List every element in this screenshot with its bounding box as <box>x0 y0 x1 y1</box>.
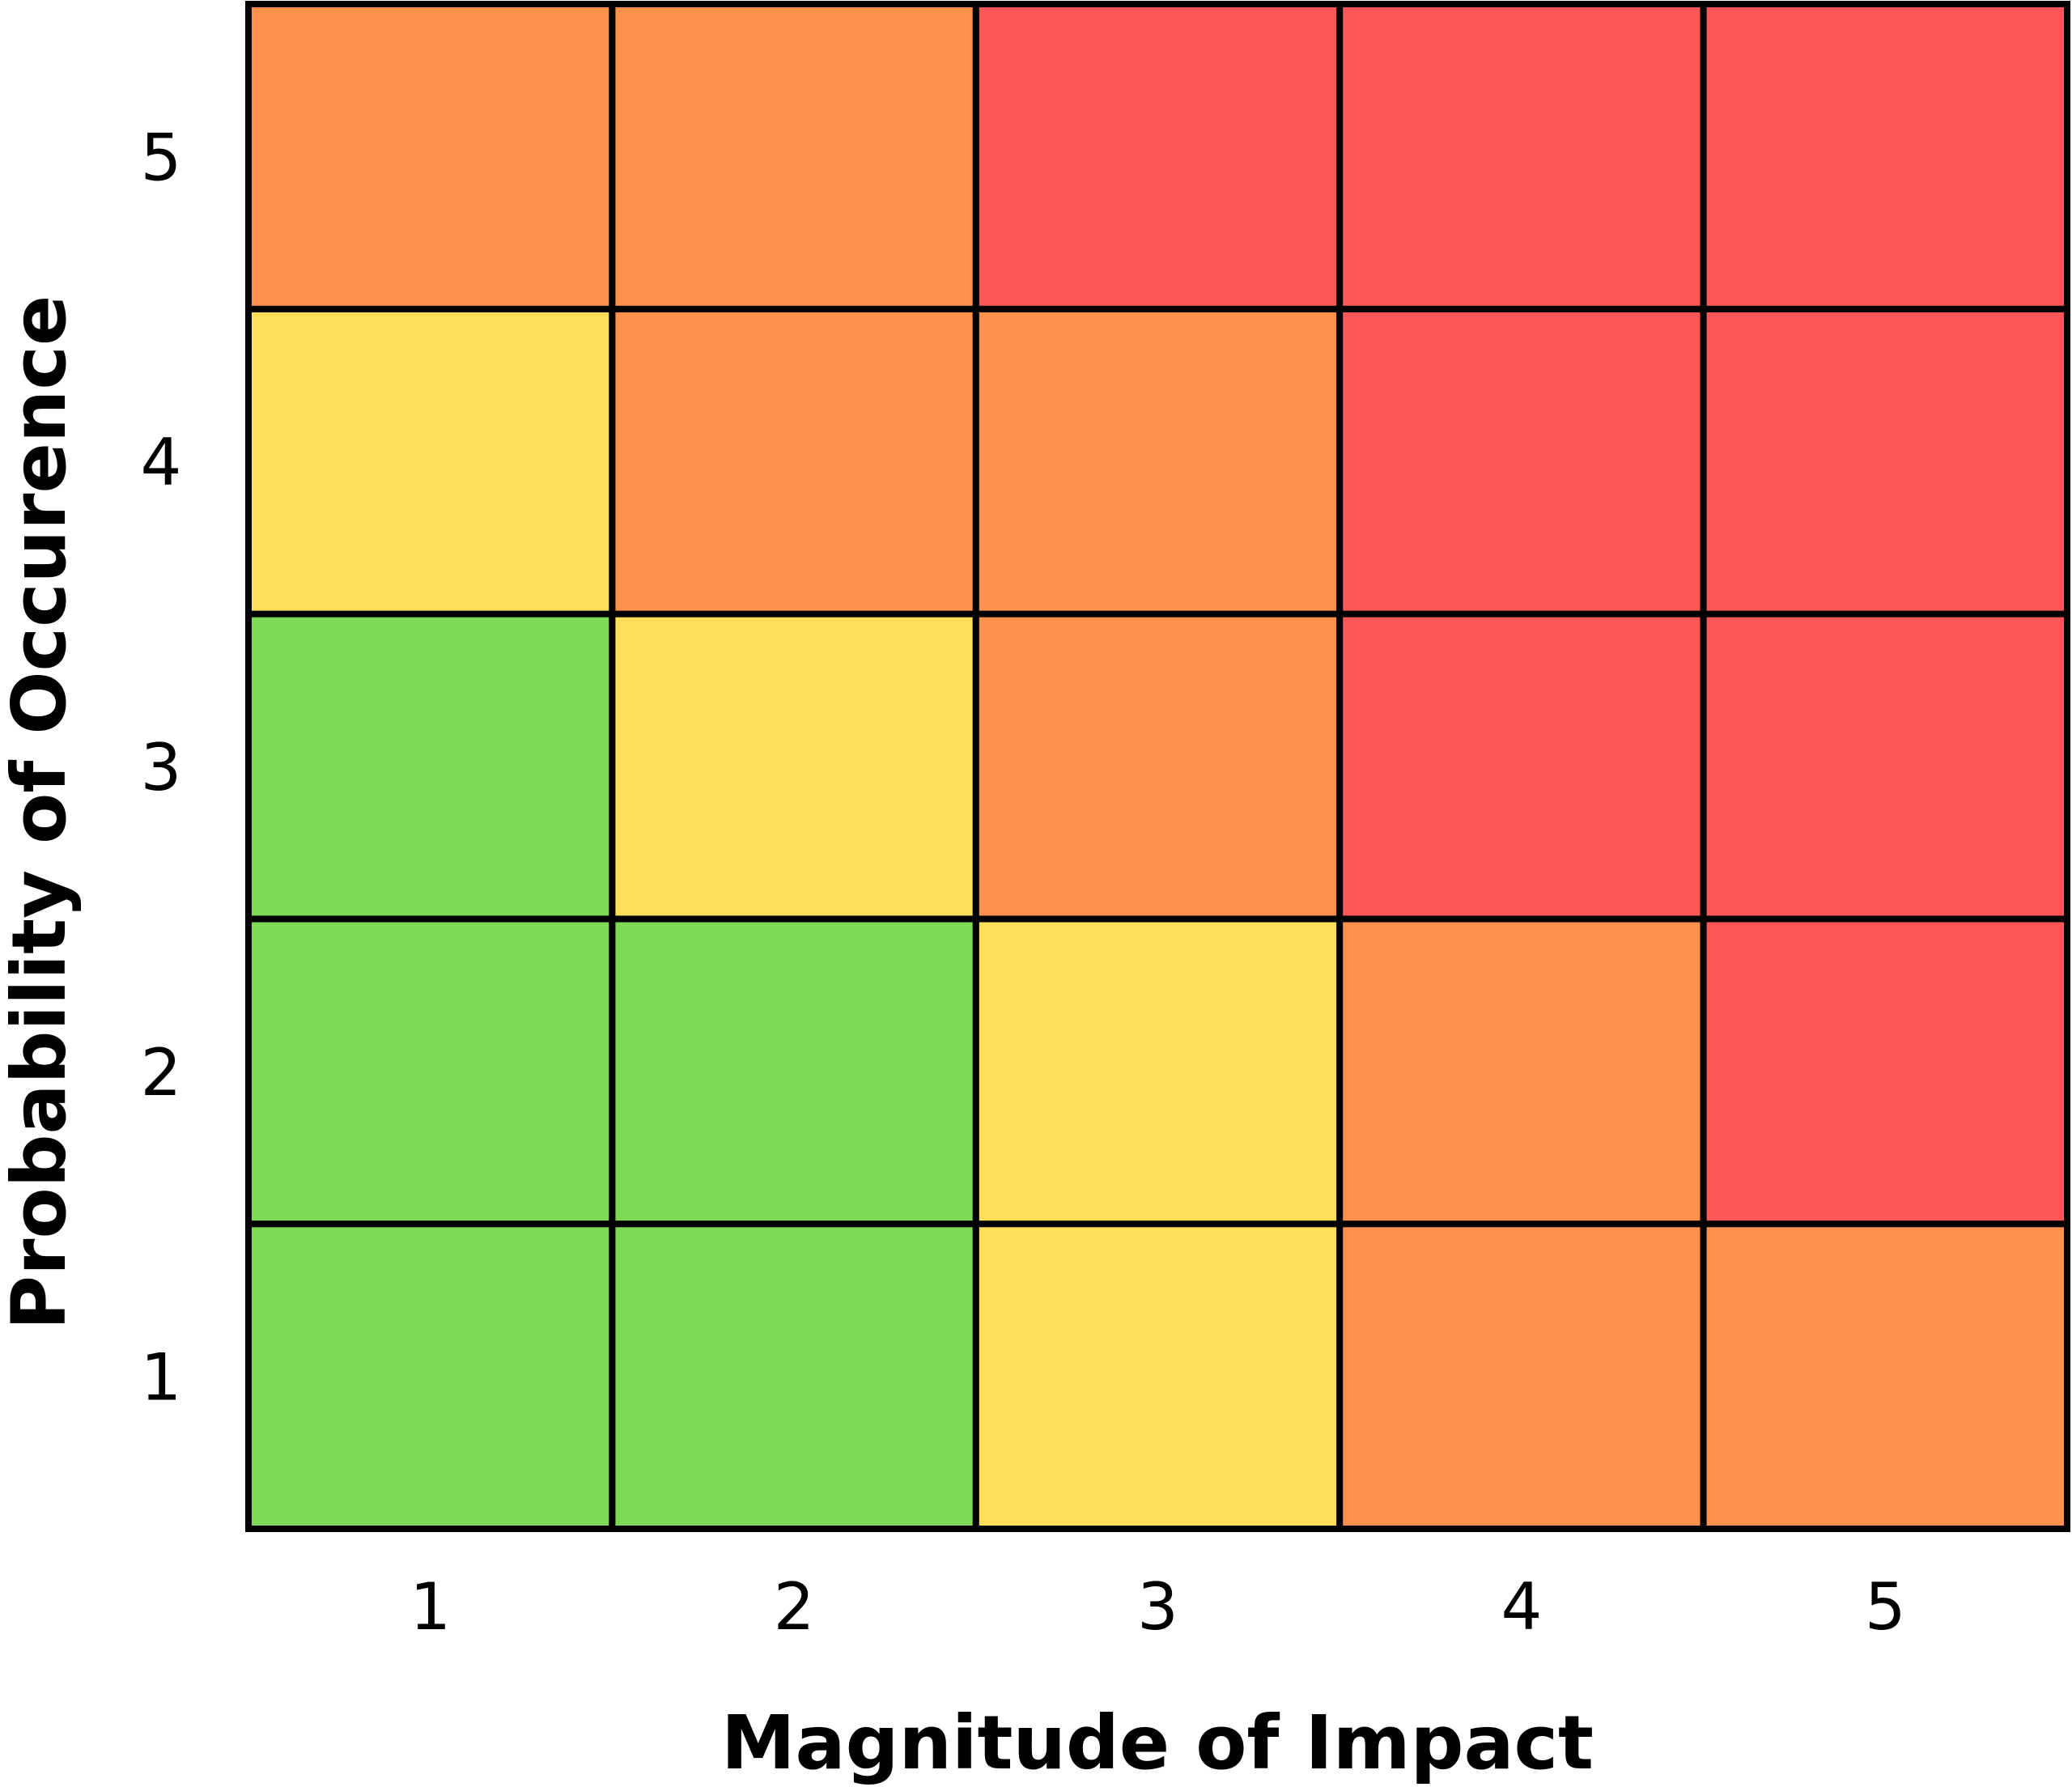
matrix-cell-low <box>245 915 616 1228</box>
x-tick-label: 2 <box>774 1569 815 1645</box>
matrix-cell-critical <box>1700 915 2071 1228</box>
matrix-cell-high <box>245 1 616 312</box>
matrix-cell-high <box>609 305 979 618</box>
matrix-cell-critical <box>1336 305 1707 618</box>
x-tick-label: 3 <box>1137 1569 1178 1645</box>
matrix-cell-critical <box>1336 1 1707 312</box>
matrix-cell-critical <box>1700 305 2071 618</box>
matrix-cell-medium <box>245 305 616 618</box>
x-tick-label: 5 <box>1865 1569 1906 1645</box>
y-tick-label: 2 <box>141 1035 182 1110</box>
matrix-cell-high <box>972 305 1344 618</box>
matrix-cell-critical <box>1700 1 2071 312</box>
y-tick-label: 4 <box>141 425 182 500</box>
matrix-cell-medium <box>972 915 1344 1228</box>
matrix-cell-low <box>245 1220 616 1532</box>
matrix-cell-critical <box>972 1 1344 312</box>
x-axis-title: Magnitude of Impact <box>721 1700 1594 1786</box>
matrix-cells <box>245 1 2071 1532</box>
matrix-cell-high <box>609 1 979 312</box>
x-tick-labels: 1 2 3 4 5 <box>410 1569 1906 1645</box>
matrix-cell-medium <box>609 610 979 923</box>
matrix-cell-low <box>609 1220 979 1532</box>
y-tick-label: 3 <box>141 730 182 805</box>
matrix-cell-medium <box>972 1220 1344 1532</box>
matrix-cell-low <box>609 915 979 1228</box>
x-tick-label: 1 <box>410 1569 451 1645</box>
matrix-cell-critical <box>1700 610 2071 923</box>
matrix-cell-high <box>972 610 1344 923</box>
y-tick-label: 1 <box>141 1340 182 1416</box>
matrix-cell-high <box>1336 1220 1707 1532</box>
y-axis-title: Probability of Occurence <box>0 295 83 1331</box>
matrix-cell-low <box>245 610 616 923</box>
matrix-cell-critical <box>1336 610 1707 923</box>
matrix-cell-high <box>1336 915 1707 1228</box>
matrix-cell-high <box>1700 1220 2071 1532</box>
y-tick-label: 5 <box>141 120 182 195</box>
x-tick-label: 4 <box>1501 1569 1542 1645</box>
y-tick-labels: 1 2 3 4 5 <box>141 120 182 1415</box>
